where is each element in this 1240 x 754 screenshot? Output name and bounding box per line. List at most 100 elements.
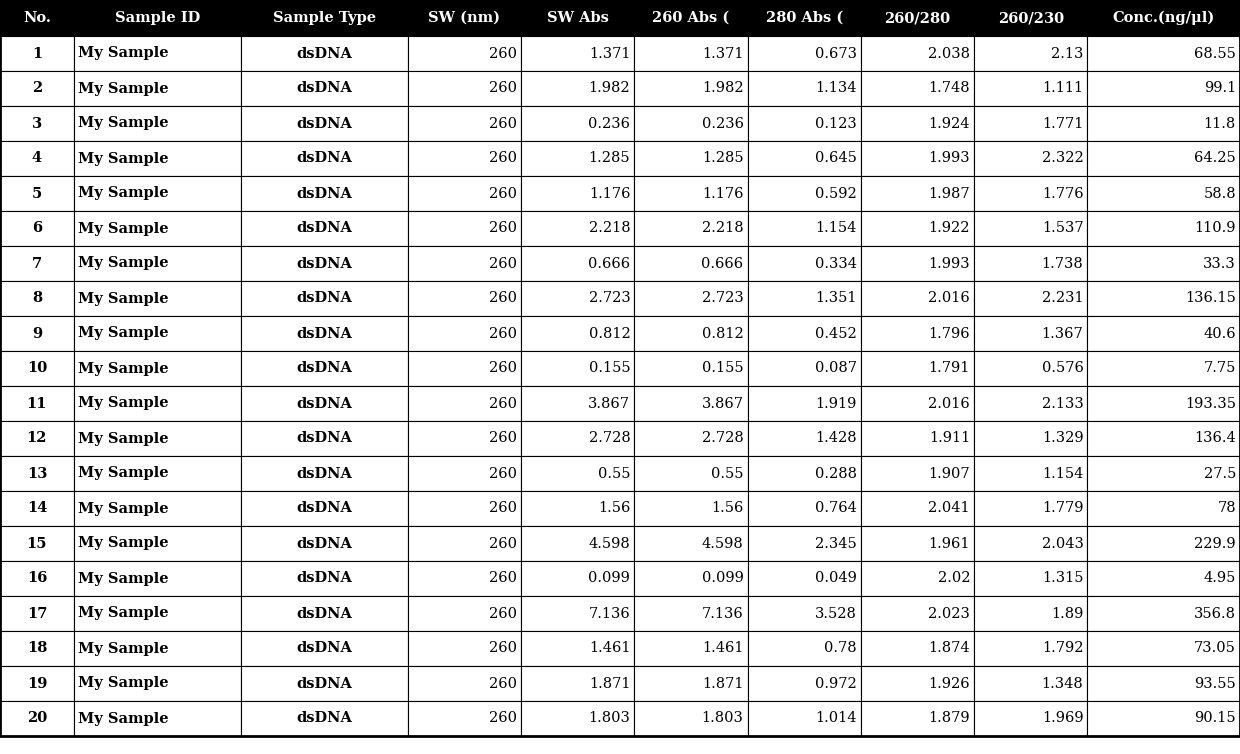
- Bar: [748, 456, 861, 491]
- Bar: [635, 176, 748, 211]
- Text: dsDNA: dsDNA: [296, 501, 352, 516]
- Bar: [521, 386, 635, 421]
- Text: 1.922: 1.922: [929, 222, 970, 235]
- Text: 1.89: 1.89: [1052, 606, 1084, 621]
- Bar: [0, 596, 74, 631]
- Bar: [975, 0, 1087, 36]
- Bar: [241, 246, 408, 281]
- Text: 2.016: 2.016: [929, 292, 970, 305]
- Text: 1.874: 1.874: [929, 642, 970, 655]
- Bar: [408, 526, 521, 561]
- Text: 3.867: 3.867: [588, 397, 630, 410]
- Text: 1.919: 1.919: [816, 397, 857, 410]
- Text: 1.987: 1.987: [929, 186, 970, 201]
- Bar: [0, 701, 74, 736]
- Bar: [0, 526, 74, 561]
- Text: 2.728: 2.728: [702, 431, 744, 446]
- Text: 0.645: 0.645: [815, 152, 857, 165]
- Bar: [0, 666, 74, 701]
- Text: 1.961: 1.961: [929, 537, 970, 550]
- Bar: [241, 281, 408, 316]
- Bar: [861, 71, 975, 106]
- Bar: [74, 701, 241, 736]
- Bar: [0, 351, 74, 386]
- Text: My Sample: My Sample: [78, 326, 169, 341]
- Text: dsDNA: dsDNA: [296, 81, 352, 96]
- Bar: [241, 386, 408, 421]
- Text: No.: No.: [24, 11, 51, 25]
- Text: My Sample: My Sample: [78, 47, 169, 60]
- Text: 260: 260: [489, 117, 517, 130]
- Text: 64.25: 64.25: [1194, 152, 1236, 165]
- Text: 1.748: 1.748: [929, 81, 970, 96]
- Bar: [241, 421, 408, 456]
- Bar: [1087, 246, 1240, 281]
- Bar: [521, 246, 635, 281]
- Bar: [975, 491, 1087, 526]
- Text: My Sample: My Sample: [78, 467, 169, 480]
- Bar: [1087, 71, 1240, 106]
- Bar: [1087, 666, 1240, 701]
- Bar: [748, 316, 861, 351]
- Bar: [975, 701, 1087, 736]
- Text: 1.176: 1.176: [702, 186, 744, 201]
- Bar: [1087, 701, 1240, 736]
- Text: 260: 260: [489, 47, 517, 60]
- Text: 0.812: 0.812: [589, 326, 630, 341]
- Text: 0.099: 0.099: [702, 572, 744, 586]
- Bar: [408, 211, 521, 246]
- Text: 8: 8: [32, 292, 42, 305]
- Text: 2.023: 2.023: [929, 606, 970, 621]
- Text: My Sample: My Sample: [78, 606, 169, 621]
- Bar: [74, 631, 241, 666]
- Bar: [861, 526, 975, 561]
- Bar: [74, 0, 241, 36]
- Text: 2.728: 2.728: [589, 431, 630, 446]
- Text: 7.136: 7.136: [589, 606, 630, 621]
- Bar: [635, 281, 748, 316]
- Text: 3.528: 3.528: [815, 606, 857, 621]
- Bar: [74, 36, 241, 71]
- Bar: [74, 316, 241, 351]
- Bar: [1087, 281, 1240, 316]
- Bar: [74, 71, 241, 106]
- Bar: [521, 631, 635, 666]
- Text: 16: 16: [27, 572, 47, 586]
- Bar: [408, 701, 521, 736]
- Bar: [0, 176, 74, 211]
- Bar: [521, 211, 635, 246]
- Text: 260: 260: [489, 397, 517, 410]
- Text: 1.329: 1.329: [1042, 431, 1084, 446]
- Bar: [521, 71, 635, 106]
- Text: My Sample: My Sample: [78, 81, 169, 96]
- Text: My Sample: My Sample: [78, 186, 169, 201]
- Text: 17: 17: [27, 606, 47, 621]
- Text: 260: 260: [489, 361, 517, 375]
- Text: 2.016: 2.016: [929, 397, 970, 410]
- Bar: [635, 316, 748, 351]
- Bar: [861, 421, 975, 456]
- Bar: [975, 526, 1087, 561]
- Bar: [861, 491, 975, 526]
- Bar: [0, 491, 74, 526]
- Bar: [408, 456, 521, 491]
- Bar: [1087, 561, 1240, 596]
- Text: 0.972: 0.972: [815, 676, 857, 691]
- Bar: [975, 631, 1087, 666]
- Bar: [975, 666, 1087, 701]
- Bar: [241, 596, 408, 631]
- Bar: [241, 0, 408, 36]
- Text: 7.75: 7.75: [1204, 361, 1236, 375]
- Text: 73.05: 73.05: [1194, 642, 1236, 655]
- Text: 260: 260: [489, 431, 517, 446]
- Bar: [1087, 141, 1240, 176]
- Text: 1.371: 1.371: [589, 47, 630, 60]
- Text: 1.154: 1.154: [816, 222, 857, 235]
- Text: 0.812: 0.812: [702, 326, 744, 341]
- Bar: [0, 0, 74, 36]
- Text: My Sample: My Sample: [78, 361, 169, 375]
- Text: 260: 260: [489, 712, 517, 725]
- Text: 9: 9: [32, 326, 42, 341]
- Bar: [241, 491, 408, 526]
- Bar: [408, 561, 521, 596]
